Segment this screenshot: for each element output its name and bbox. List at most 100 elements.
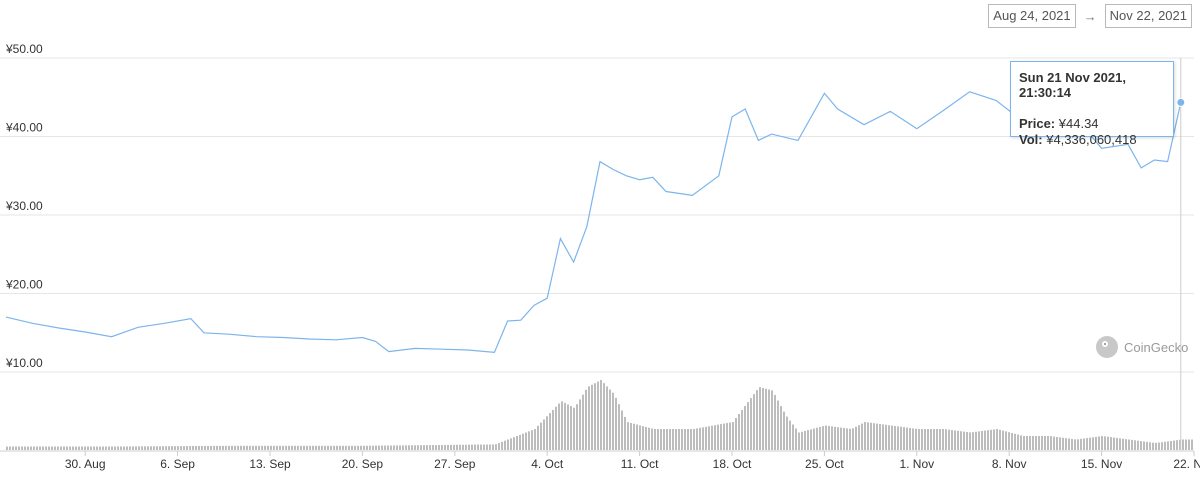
volume-bar [486, 444, 488, 450]
volume-bar [729, 422, 731, 450]
volume-bar [1149, 442, 1151, 450]
volume-bar [906, 427, 908, 450]
volume-bar [609, 389, 611, 450]
volume-bar [492, 444, 494, 450]
volume-bar [507, 439, 509, 450]
volume-bar [207, 445, 209, 450]
volume-bar [1101, 436, 1103, 450]
volume-bar [909, 427, 911, 450]
volume-series [6, 380, 1193, 450]
volume-bar [273, 445, 275, 450]
volume-bar [651, 428, 653, 450]
volume-bar [633, 423, 635, 450]
volume-bar [171, 446, 173, 450]
volume-bar [1062, 437, 1064, 450]
volume-bar [1077, 439, 1079, 450]
volume-bar [582, 394, 584, 450]
volume-bar [594, 383, 596, 450]
volume-bar [291, 445, 293, 450]
volume-bar [441, 444, 443, 450]
volume-bar [327, 445, 329, 450]
volume-bar [1155, 442, 1157, 450]
volume-bar [639, 425, 641, 450]
volume-bar [1161, 442, 1163, 450]
volume-bar [480, 444, 482, 450]
volume-bar [1134, 440, 1136, 450]
volume-bar [1143, 441, 1145, 450]
volume-bar [855, 426, 857, 450]
volume-bar [684, 429, 686, 450]
volume-bar [768, 389, 770, 450]
volume-bar [699, 427, 701, 450]
start-date-input[interactable]: Aug 24, 2021 [988, 4, 1076, 28]
volume-bar [1002, 430, 1004, 450]
volume-bar [6, 446, 8, 450]
volume-bar [738, 414, 740, 450]
volume-bar [375, 445, 377, 450]
volume-bar [234, 445, 236, 450]
volume-bar [1128, 439, 1130, 450]
volume-bar [33, 446, 35, 450]
volume-bar [837, 427, 839, 450]
volume-bar [780, 406, 782, 450]
volume-bar [1041, 436, 1043, 450]
volume-bar [105, 446, 107, 450]
volume-bar [390, 445, 392, 450]
volume-bar [957, 430, 959, 450]
end-date-input[interactable]: Nov 22, 2021 [1104, 4, 1192, 28]
volume-bar [1011, 432, 1013, 450]
volume-bar [648, 427, 650, 450]
volume-bar [87, 446, 89, 450]
volume-bar [423, 445, 425, 450]
tooltip-vol-label: Vol: [1019, 132, 1043, 147]
volume-bar [489, 444, 491, 450]
volume-bar [672, 429, 674, 450]
volume-bar [468, 444, 470, 450]
volume-bar [156, 446, 158, 450]
volume-bar [924, 429, 926, 450]
volume-bar [801, 431, 803, 450]
volume-bar [1089, 437, 1091, 450]
volume-bar [567, 404, 569, 450]
volume-bar [936, 429, 938, 450]
volume-bar [978, 431, 980, 450]
x-tick-label: 20. Sep [342, 457, 384, 471]
volume-bar [708, 426, 710, 450]
x-tick-label: 8. Nov [992, 457, 1027, 471]
volume-bar [912, 428, 914, 450]
volume-bar [276, 445, 278, 450]
volume-bar [1167, 441, 1169, 450]
chart-tooltip: Sun 21 Nov 2021, 21:30:14 Price: ¥44.34 … [1010, 61, 1174, 147]
volume-bar [705, 426, 707, 450]
volume-bar [414, 445, 416, 450]
volume-bar [711, 425, 713, 450]
volume-bar [258, 445, 260, 450]
volume-bar [675, 429, 677, 450]
volume-bar [600, 380, 602, 450]
volume-bar [342, 445, 344, 450]
volume-bar [849, 428, 851, 450]
volume-bar [435, 445, 437, 450]
volume-bar [765, 388, 767, 450]
volume-bar [318, 445, 320, 450]
volume-bar [807, 430, 809, 450]
volume-bar [216, 445, 218, 450]
volume-bar [402, 445, 404, 450]
volume-bar [858, 425, 860, 450]
volume-bar [579, 399, 581, 450]
volume-bar [9, 446, 11, 450]
volume-bar [987, 430, 989, 450]
volume-bar [57, 446, 59, 450]
volume-bar [993, 429, 995, 450]
volume-bar [762, 387, 764, 450]
volume-bar [165, 446, 167, 450]
volume-bar [324, 445, 326, 450]
volume-bar [759, 387, 761, 450]
volume-bar [774, 394, 776, 450]
y-tick-label: ¥40.00 [5, 121, 43, 135]
volume-bar [945, 429, 947, 450]
volume-bar [756, 390, 758, 450]
volume-bar [624, 416, 626, 450]
volume-bar [222, 445, 224, 450]
